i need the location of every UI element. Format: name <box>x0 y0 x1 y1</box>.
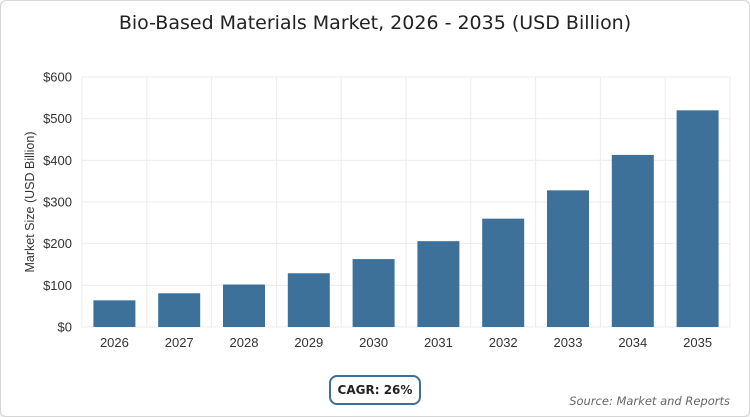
x-tick-label: 2033 <box>554 335 583 350</box>
bar-2035 <box>676 110 719 327</box>
bar-2034 <box>611 154 654 327</box>
y-tick-label: $300 <box>43 195 72 210</box>
bar-2032 <box>482 218 525 327</box>
y-tick-label: $600 <box>43 70 72 85</box>
grid-lines <box>81 76 731 328</box>
y-tick-label: $100 <box>43 278 72 293</box>
x-tick-label: 2031 <box>424 335 453 350</box>
y-tick-label: $200 <box>43 236 72 251</box>
x-tick-label: 2029 <box>294 335 323 350</box>
y-tick-label: $400 <box>43 153 72 168</box>
x-axis-ticks: 2026 2027 2028 2029 2030 2031 2032 2033 2034 2035 <box>100 335 712 350</box>
bar-2031 <box>417 241 460 327</box>
y-tick-label: $0 <box>58 320 72 335</box>
bars <box>93 110 719 327</box>
x-tick-label: 2032 <box>489 335 518 350</box>
source-note: Source: Market and Reports <box>569 394 730 408</box>
bar-2027 <box>158 293 201 327</box>
x-tick-label: 2026 <box>100 335 129 350</box>
y-axis-ticks: $0 $100 $200 $300 $400 $500 $600 <box>43 70 72 335</box>
bar-2033 <box>547 190 589 327</box>
x-tick-label: 2035 <box>683 335 712 350</box>
cagr-badge: CAGR: 26% <box>329 375 421 405</box>
x-tick-label: 2027 <box>165 335 194 350</box>
y-tick-label: $500 <box>43 111 72 126</box>
bar-2026 <box>93 300 136 327</box>
bar-2030 <box>352 259 395 327</box>
chart-title: Bio-Based Materials Market, 2026 - 2035 … <box>118 12 632 34</box>
y-axis-title: Market Size (USD Billion) <box>23 131 37 272</box>
x-tick-label: 2034 <box>618 335 647 350</box>
x-tick-label: 2028 <box>230 335 259 350</box>
x-tick-label: 2030 <box>359 335 388 350</box>
bar-2029 <box>287 273 330 327</box>
bar-2028 <box>223 284 265 327</box>
